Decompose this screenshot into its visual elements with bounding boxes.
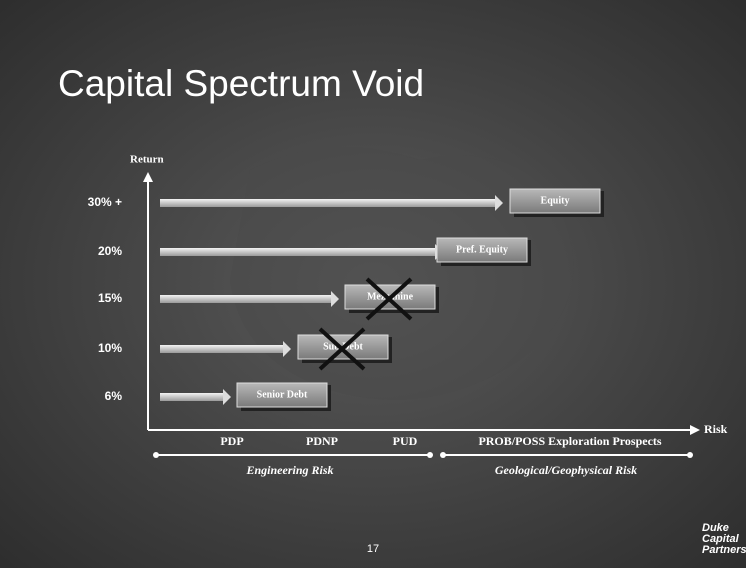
logo: Duke	[702, 522, 729, 534]
instrument-label: Equity	[541, 195, 570, 206]
return-label: 30% +	[88, 195, 122, 209]
cross	[318, 327, 366, 371]
instrument-label: Senior Debt	[257, 389, 308, 400]
arrow-shaft	[160, 199, 497, 207]
instrument-box	[436, 237, 528, 263]
risk-category: PDNP	[306, 434, 338, 448]
bracket-dot	[153, 452, 159, 458]
bracket-dot	[687, 452, 693, 458]
instrument-box	[509, 188, 601, 214]
logo: Capital	[702, 533, 740, 545]
risk-category: PUD	[393, 434, 418, 448]
y-arrowhead	[143, 172, 153, 182]
risk-category: PROB/POSS Exploration Prospects	[478, 434, 661, 448]
arrow-shaft	[160, 248, 437, 256]
return-label: 10%	[98, 341, 122, 355]
arrow-shaft	[160, 295, 333, 303]
arrow-shaft	[160, 345, 285, 353]
arrow-shaft	[160, 393, 225, 401]
x-arrowhead	[690, 425, 700, 435]
logo: Partners	[702, 544, 746, 556]
instrument-box	[236, 382, 328, 408]
title: Capital Spectrum Void	[58, 63, 424, 104]
bracket-dot	[427, 452, 433, 458]
return-label: 6%	[105, 389, 123, 403]
arrow-head	[331, 291, 339, 307]
arrow-head	[283, 341, 291, 357]
risk-group: Engineering Risk	[245, 463, 333, 477]
bracket-dot	[440, 452, 446, 458]
cross	[365, 277, 413, 321]
risk-group: Geological/Geophysical Risk	[495, 463, 637, 477]
y-axis-label: Return	[130, 154, 164, 166]
arrow-head	[223, 389, 231, 405]
return-label: 15%	[98, 291, 122, 305]
arrow-head	[495, 195, 503, 211]
return-label: 20%	[98, 244, 122, 258]
page-number: 17	[367, 543, 379, 555]
x-axis-label: Risk	[704, 422, 728, 436]
risk-category: PDP	[220, 434, 243, 448]
instrument-label: Pref. Equity	[456, 244, 508, 255]
